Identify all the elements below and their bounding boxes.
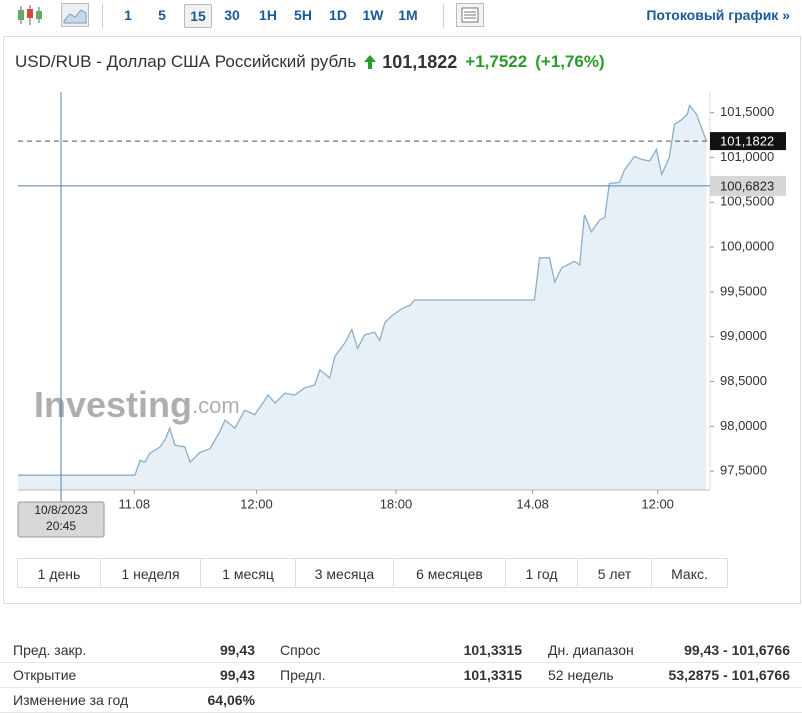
x-tick-label: 12:00 <box>240 496 273 511</box>
title: USD/RUB - Доллар США Российский рубль <box>15 52 357 71</box>
chart: Investing.com 97,5000 98,0000 98,5000 99,000… <box>17 92 786 538</box>
stat-value: 64,06% <box>207 692 255 708</box>
y-tick-label: 100,0000 <box>720 239 774 254</box>
price: 101,1822 <box>382 51 458 72</box>
last-price-label: 101,1822 <box>720 134 774 149</box>
y-tick-label: 97,5000 <box>720 463 767 478</box>
change: +1,7522 <box>465 52 528 71</box>
interval-button[interactable]: 5H <box>294 7 312 23</box>
stat-label: Предл. <box>280 667 326 683</box>
stat-label: Изменение за год <box>13 692 129 708</box>
crosshair-y-label: 100,6823 <box>720 178 774 193</box>
toolbar: Потоковый график » 1 5 15 30 1H 5H 1D 1W 1M <box>0 0 802 32</box>
crosshair-x-box <box>17 501 105 538</box>
interval-button[interactable]: 1M <box>398 7 418 23</box>
stat-value: 101,3315 <box>463 642 522 658</box>
y-tick-label: 99,0000 <box>720 328 767 343</box>
stat-label: Спрос <box>280 642 321 658</box>
area <box>18 105 707 491</box>
stat-label: Открытие <box>13 667 77 683</box>
x-tick-label: 18:00 <box>380 496 413 511</box>
period-button[interactable]: 5 лет <box>577 558 652 588</box>
streaming-link[interactable]: Потоковый график » <box>646 7 790 23</box>
period-button[interactable]: 1 месяц <box>200 558 296 588</box>
y-tick-label: 99,5000 <box>720 283 767 298</box>
watermark-brand: Investing <box>34 384 192 425</box>
interval-button[interactable]: 1D <box>329 7 347 23</box>
change-percent: (+1,76%) <box>535 52 605 71</box>
interval-button[interactable]: 1 <box>124 7 132 23</box>
chart-panel <box>3 36 801 604</box>
crosshair-x-label: 20:45 <box>46 519 76 533</box>
watermark-suffix: .com <box>192 393 240 418</box>
interval-button[interactable]: 30 <box>224 7 240 23</box>
period-button[interactable]: 6 месяцев <box>393 558 506 588</box>
y-tick-label: 98,5000 <box>720 373 767 388</box>
interval-button[interactable]: 15 <box>184 4 212 28</box>
stat-label: 52 недель <box>548 667 614 683</box>
crosshair-y-box <box>710 175 786 196</box>
watermark: Investing.com <box>34 384 240 425</box>
header: USD/RUB - Доллар США Российский рубль 10… <box>15 50 605 74</box>
stats-divider <box>0 687 802 688</box>
x-tick-label: 12:00 <box>641 496 674 511</box>
separator <box>443 4 444 28</box>
y-tick-label: 101,0000 <box>720 149 774 164</box>
interval-button[interactable]: 5 <box>158 7 166 23</box>
stat-label: Пред. закр. <box>13 642 87 658</box>
stat-value: 53,2875 - 101,6766 <box>668 667 790 683</box>
period-button[interactable]: 1 год <box>505 558 578 588</box>
separator <box>102 4 103 28</box>
candles-icon[interactable] <box>16 4 44 26</box>
last-price-box <box>710 132 786 151</box>
stat-value: 99,43 - 101,6766 <box>684 642 790 658</box>
area-icon[interactable] <box>61 3 89 27</box>
price-line <box>18 103 708 476</box>
stat-label: Дн. диапазон <box>548 642 634 658</box>
stat-value: 99,43 <box>219 642 255 658</box>
period-button[interactable]: 3 месяца <box>295 558 394 588</box>
period-button[interactable]: 1 неделя <box>100 558 201 588</box>
crosshair-x-label: 10/8/2023 <box>34 503 88 517</box>
table-icon[interactable] <box>456 3 484 27</box>
y-tick-label: 98,0000 <box>720 418 767 433</box>
stat-value: 101,3315 <box>463 667 522 683</box>
period-button[interactable]: 1 день <box>17 558 101 588</box>
stats-divider <box>0 662 802 663</box>
stat-value: 99,43 <box>219 667 255 683</box>
period-button[interactable]: Макс. <box>651 558 728 588</box>
x-tick-label: 11.08 <box>119 496 151 511</box>
interval-button[interactable]: 1W <box>362 7 384 23</box>
x-tick-label: 14.08 <box>516 496 549 511</box>
y-tick-label: 100,5000 <box>720 194 774 209</box>
interval-button[interactable]: 1H <box>259 7 277 23</box>
up-arrow <box>364 55 377 69</box>
y-tick-label: 101,5000 <box>720 104 774 119</box>
